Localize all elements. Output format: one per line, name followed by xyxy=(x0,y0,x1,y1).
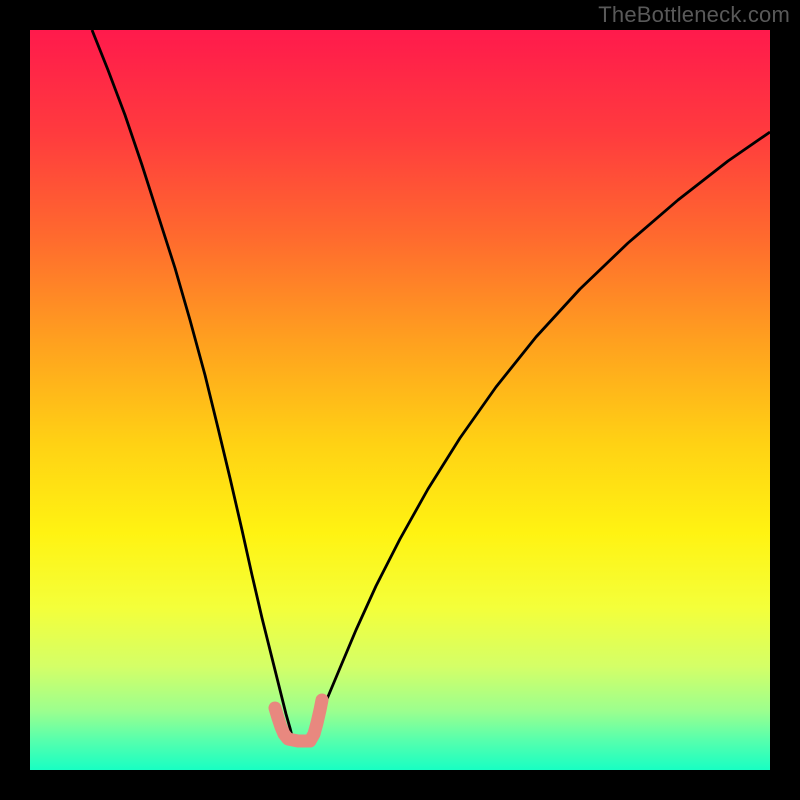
bottleneck-chart xyxy=(30,30,770,770)
background-rect xyxy=(30,30,770,770)
chart-frame: TheBottleneck.com xyxy=(0,0,800,800)
plot-area xyxy=(30,30,770,770)
watermark-text: TheBottleneck.com xyxy=(598,2,790,28)
